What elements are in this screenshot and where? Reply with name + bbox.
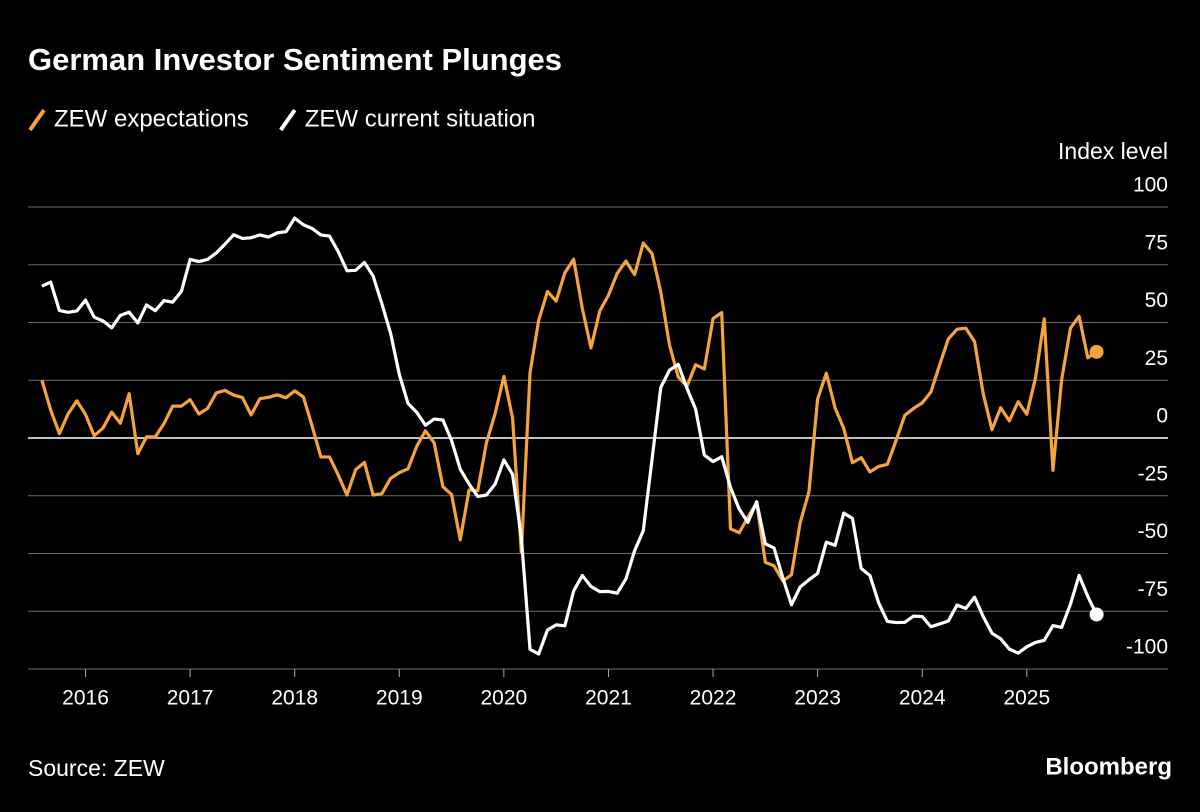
y-tick-label: -50 — [1138, 520, 1168, 543]
x-tick-label: 2020 — [481, 687, 528, 710]
x-tick-label: 2017 — [167, 687, 214, 710]
y-tick-label: -25 — [1138, 462, 1168, 485]
legend-swatch — [279, 108, 297, 132]
legend-swatch — [28, 108, 46, 132]
y-tick-label: 75 — [1145, 231, 1168, 254]
y-tick-label: 25 — [1145, 347, 1168, 370]
source: Source: ZEW — [28, 755, 165, 781]
y-tick-label: -75 — [1138, 578, 1168, 601]
series-line — [41, 216, 1099, 656]
x-tick-label: 2016 — [62, 687, 109, 710]
legend-label: ZEW expectations — [54, 105, 249, 132]
end-marker — [1089, 344, 1104, 359]
x-tick-label: 2023 — [794, 687, 841, 710]
y-tick-label: 50 — [1145, 289, 1168, 312]
x-tick-label: 2025 — [1003, 687, 1050, 710]
x-tick-label: 2024 — [899, 687, 946, 710]
x-tick-label: 2022 — [690, 687, 737, 710]
x-tick-label: 2021 — [585, 687, 632, 710]
legend-label: ZEW current situation — [305, 105, 536, 132]
brand: Bloomberg — [1045, 753, 1172, 780]
x-tick-label: 2018 — [271, 687, 318, 710]
y-axis-label: Index level — [1058, 138, 1168, 164]
y-tick-label: 100 — [1133, 174, 1168, 197]
series-line — [40, 241, 1098, 583]
end-marker — [1089, 607, 1104, 622]
y-tick-label: 0 — [1156, 405, 1168, 428]
y-tick-label: -100 — [1126, 636, 1168, 659]
chart-title: German Investor Sentiment Plunges — [28, 42, 562, 77]
x-tick-label: 2019 — [376, 687, 423, 710]
